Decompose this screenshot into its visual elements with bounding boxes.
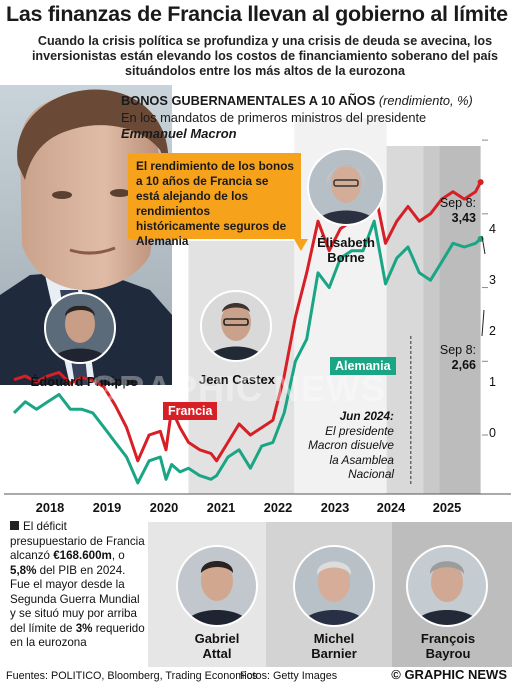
chart-title: BONOS GUBERNAMENTALES A 10 AÑOS (rendimi…	[121, 93, 473, 108]
jun-2024-text: El presidente Macron disuelve la Asamble…	[308, 423, 394, 482]
borne-portrait	[307, 148, 385, 226]
attal-last-name: Attal	[202, 646, 232, 661]
philippe-portrait	[44, 292, 116, 364]
y-tick-1: 1	[489, 375, 496, 389]
subhead: Cuando la crisis política se profundiza …	[31, 34, 499, 78]
alemania-last-date: Sep 8:	[439, 343, 476, 357]
borne-first-name: Élisabeth	[317, 235, 375, 250]
callout-box: El rendimiento de los bonos a 10 años de…	[128, 153, 301, 248]
series-line-francia	[13, 181, 482, 463]
footnote-limit: 3%	[75, 621, 93, 635]
castex-portrait	[200, 290, 272, 362]
bayrou-last-name: Bayrou	[425, 646, 471, 661]
attal-name: Gabriel Attal	[169, 631, 265, 661]
footnote-part-3: del PIB en 2024. Fue el mayor desde la S…	[10, 563, 140, 635]
x-tick-2023: 2023	[320, 500, 350, 515]
footnote-part-2: , o	[111, 549, 125, 562]
chart-subtitle: En los mandatos de primeros ministros de…	[121, 110, 427, 125]
francia-value-pointer	[481, 235, 486, 255]
barnier-name: Michel Barnier	[286, 631, 382, 661]
watermark: GRAPHIC NEWS	[90, 368, 387, 409]
attal-first-name: Gabriel	[194, 631, 240, 646]
bayrou-portrait	[406, 545, 488, 627]
x-tick-2018: 2018	[35, 500, 65, 515]
headline: Las finanzas de Francia llevan al gobier…	[6, 2, 508, 26]
chart-area	[4, 86, 511, 521]
footnote-amount: €168.600m	[53, 549, 112, 562]
photos-credit: Fotos: Getty Images	[240, 670, 338, 682]
x-tick-2025: 2025	[432, 500, 462, 515]
footnote-part-1: El déficit presupuestario de Francia alc…	[10, 520, 145, 562]
series-label-francia: Francia	[163, 402, 218, 420]
francia-last-date: Sep 8:	[439, 196, 476, 210]
alemania-last-value: Sep 8: 2,66	[418, 343, 476, 373]
sources: Fuentes: POLITICO, Bloomberg, Trading Ec…	[6, 670, 258, 682]
francia-last-number: 3,43	[451, 211, 476, 225]
philippe-name: Édouard Philippe	[30, 374, 138, 389]
chart-unit: (rendimiento, %)	[378, 93, 473, 108]
chart-svg	[4, 118, 511, 495]
borne-name: Élisabeth Borne	[300, 235, 392, 265]
borne-last-name: Borne	[327, 250, 365, 265]
deficit-footnote: El déficit presupuestario de Francia alc…	[10, 520, 145, 651]
x-tick-2021: 2021	[206, 500, 236, 515]
footnote-part-4: requerido en la eurozona	[10, 621, 145, 650]
jun-2024-annotation: Jun 2024: El presidente Macron disuelve …	[300, 409, 394, 482]
term-band-5	[439, 146, 481, 494]
y-tick-2: 2	[489, 324, 496, 338]
y-tick-4: 4	[489, 222, 496, 236]
alemania-last-number: 2,66	[451, 358, 476, 372]
attal-portrait	[176, 545, 258, 627]
barnier-last-name: Barnier	[311, 646, 357, 661]
series-end-point-francia	[477, 179, 484, 186]
publisher-credit: © GRAPHIC NEWS	[391, 667, 507, 682]
footnote-bullet-icon	[10, 521, 19, 530]
alemania-value-pointer	[481, 309, 485, 337]
term-band-3	[386, 146, 424, 494]
series-label-alemania: Alemania	[330, 357, 396, 375]
bayrou-first-name: François	[420, 631, 476, 646]
x-tick-2020: 2020	[149, 500, 179, 515]
bayrou-name: François Bayrou	[400, 631, 496, 661]
x-tick-2019: 2019	[92, 500, 122, 515]
barnier-first-name: Michel	[313, 631, 355, 646]
x-tick-2022: 2022	[263, 500, 293, 515]
y-tick-0: 0	[489, 426, 496, 440]
y-tick-3: 3	[489, 273, 496, 287]
barnier-portrait	[293, 545, 375, 627]
francia-last-value: Sep 8: 3,43	[418, 196, 476, 226]
term-band-4	[423, 146, 440, 494]
jun-2024-date: Jun 2024:	[339, 409, 394, 423]
callout-pointer	[294, 239, 308, 251]
chart-subtitle-name: Emmanuel Macron	[121, 126, 237, 141]
x-tick-2024: 2024	[376, 500, 406, 515]
castex-name: Jean Castex	[199, 372, 275, 387]
footnote-pct: 5,8%	[10, 563, 37, 577]
series-line-alemania	[12, 219, 482, 485]
